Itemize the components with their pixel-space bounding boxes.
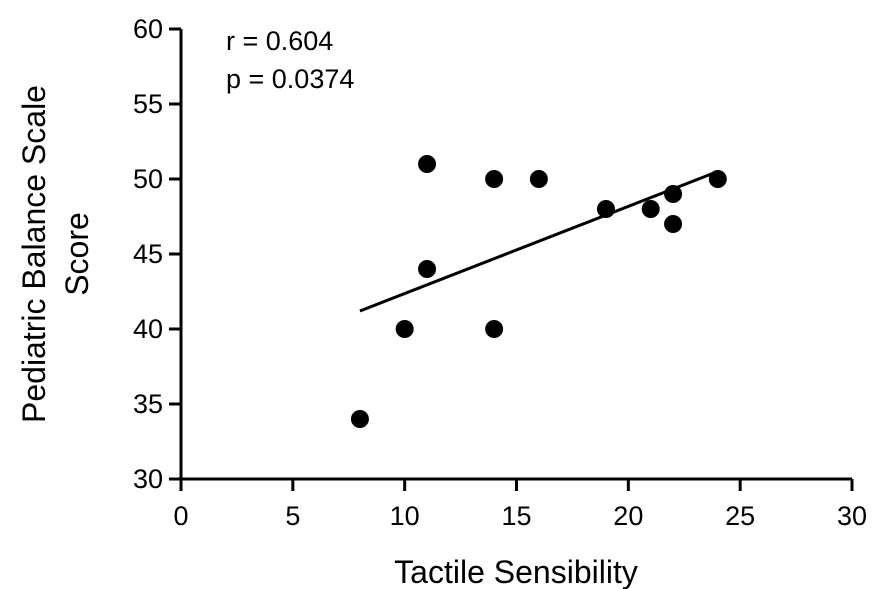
p-value: p = 0.0374 [226,64,354,94]
data-point [418,155,437,173]
y-tick-label: 40 [133,314,163,344]
y-axis-title-line-2: Score [59,212,95,296]
data-point [529,170,548,188]
y-axis-ticks: 30 35 40 45 50 55 60 [133,14,181,494]
data-points [350,155,727,428]
x-axis-ticks: 0 5 10 15 20 25 30 [173,479,867,531]
y-tick-label: 55 [133,89,163,119]
x-tick-label: 15 [501,501,531,531]
x-tick-label: 5 [285,501,300,531]
data-point [395,320,414,338]
y-axis-title-line-1: Pediatric Balance Scale [16,85,52,423]
y-tick-label: 60 [133,14,163,44]
regression-line [359,170,719,313]
y-tick-label: 45 [133,239,163,269]
data-point [664,185,683,203]
x-tick-label: 0 [173,501,188,531]
data-point [596,200,615,218]
data-point [664,215,683,233]
x-tick-label: 30 [837,501,867,531]
data-point [350,410,369,428]
data-point [485,170,504,188]
y-tick-label: 50 [133,164,163,194]
correlation-r: r = 0.604 [226,26,333,56]
data-point [418,260,437,278]
x-tick-label: 20 [613,501,643,531]
data-point [708,170,727,188]
x-axis-title: Tactile Sensibility [394,554,638,589]
x-tick-label: 25 [725,501,755,531]
x-tick-label: 10 [390,501,420,531]
y-tick-label: 35 [133,389,163,419]
data-point [485,320,504,338]
data-point [641,200,660,218]
y-tick-label: 30 [133,464,163,494]
